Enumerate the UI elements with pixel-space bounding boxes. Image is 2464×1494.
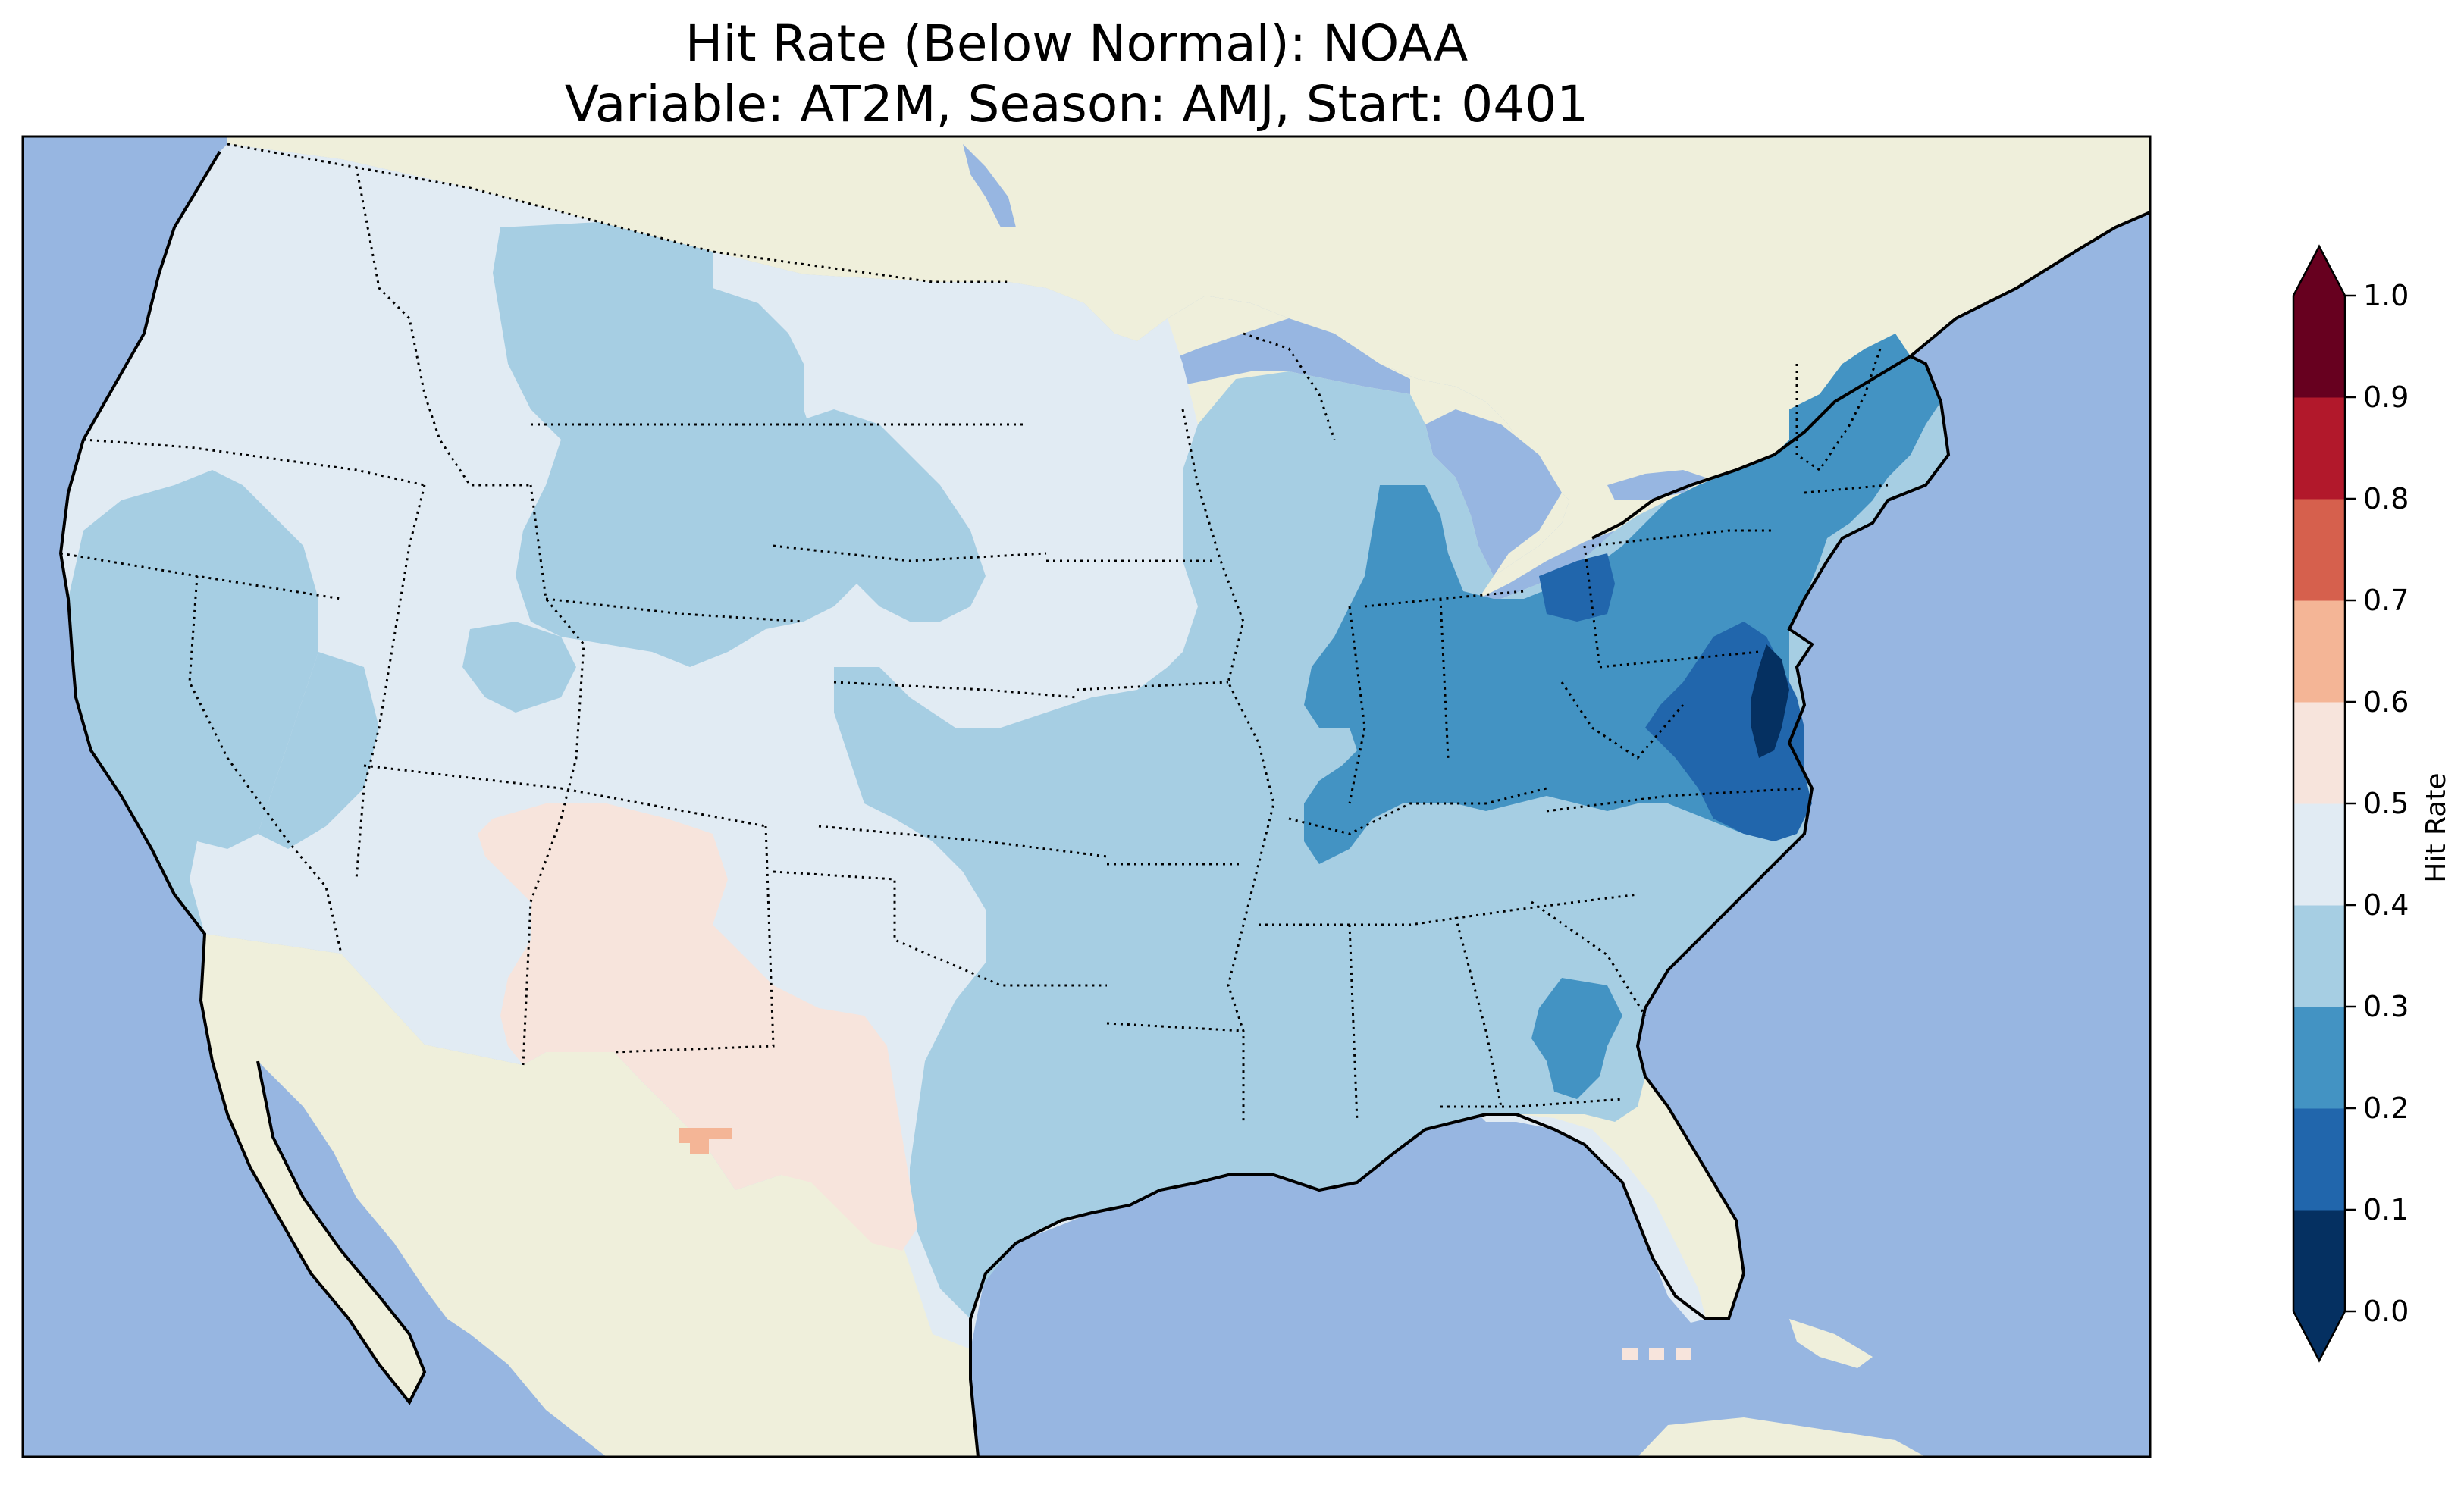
colorbar-bin: [2293, 296, 2345, 398]
lake-erie: [1478, 531, 1615, 599]
border-ms-al: [1348, 924, 1359, 1123]
colorbar-bin: [2293, 702, 2345, 804]
region-nevada-blue: [258, 652, 379, 849]
colorbar-tick-label: 0.1: [2363, 1193, 2409, 1226]
coastline-west: [58, 150, 427, 1405]
title-line-2: Variable: AT2M, Season: AMJ, Start: 0401: [564, 75, 1589, 133]
colorbar-bin: [2293, 499, 2345, 601]
border-ne-ks: [833, 681, 1077, 699]
region-lake-erie-dark: [1539, 553, 1615, 622]
lake-ontario: [1607, 470, 1706, 500]
coastline-st-lawrence: [1591, 211, 2150, 540]
border-ia-mo: [1076, 681, 1229, 691]
colorbar-tick-label: 0.2: [2363, 1092, 2409, 1125]
hit-rate-field: [61, 144, 1948, 1360]
region-georgia-mid: [1531, 978, 1622, 1099]
cuba-land: [1789, 1319, 1873, 1368]
colorbar-tick-label: 0.0: [2363, 1295, 2409, 1328]
border-tn-south: [1259, 893, 1638, 926]
border-new-england: [1795, 348, 1889, 494]
colorbar-bin: [2293, 1108, 2345, 1211]
border-wi-mi: [1243, 332, 1336, 440]
colorbar-tick-label: 0.9: [2363, 381, 2409, 414]
region-southwest-pink: [478, 803, 917, 1251]
colorbar-tick-label: 0.8: [2363, 482, 2409, 515]
border-tx-nm: [613, 825, 775, 1054]
colorbar-label: Hit Rate: [2421, 772, 2452, 882]
colorbar-tick-label: 0.5: [2363, 787, 2409, 820]
coastlines: [58, 150, 2150, 1457]
coastline-gulf: [969, 355, 1951, 1380]
colorbar-bin: [2293, 905, 2345, 1007]
border-co-nm: [363, 764, 766, 828]
colorbar-tick-label: 0.3: [2363, 990, 2409, 1023]
border-ar-la: [1106, 1022, 1244, 1032]
border-id-mt: [355, 166, 531, 487]
border-ohio-river: [1288, 787, 1547, 835]
border-ut-co: [522, 484, 585, 1066]
colorbar-tick-label: 0.7: [2363, 584, 2409, 617]
region-colorado-blue: [462, 622, 576, 713]
border-ga-fl: [1440, 1098, 1623, 1108]
chart-title: Hit Rate (Below Normal): NOAA Variable: …: [0, 14, 2153, 135]
colorbar-extend-min: [2293, 1311, 2345, 1361]
colorbar-bin: [2293, 1007, 2345, 1109]
region-delaware-darkest: [1751, 644, 1789, 758]
border-mississippi: [1181, 409, 1275, 1122]
south-coast-land: [1638, 1417, 1926, 1457]
colorbar-tick-label: 0.6: [2363, 685, 2409, 719]
region-dakotas-blue: [788, 409, 986, 622]
border-nc-va: [1546, 787, 1805, 813]
border-wy-co: [545, 597, 804, 623]
border-pa-ny: [1591, 529, 1774, 547]
title-line-1: Hit Rate (Below Normal): NOAA: [685, 14, 1469, 73]
colorbar-tick-label: 1.0: [2363, 279, 2409, 312]
border-al-ga: [1454, 916, 1503, 1107]
map-frame: [21, 135, 2152, 1458]
border-wv-va: [1560, 681, 1685, 760]
region-keys-pink: [1622, 1348, 1691, 1360]
coastline-mexico: [969, 1379, 980, 1457]
colorbar-bin: [2293, 600, 2345, 703]
colorbar-bin: [2293, 397, 2345, 500]
colorbar-bin: [2293, 1210, 2345, 1312]
colorbar-tick-label: 0.4: [2363, 888, 2409, 922]
mexico-land: [201, 934, 978, 1457]
colorbar-ticks: 0.0 0.1 0.2 0.3 0.4 0.5 0.6 0.7 0.8 0.9 1.0: [2345, 279, 2409, 1328]
region-west-texas-orange: [679, 1128, 732, 1154]
border-ks-ok: [818, 825, 1108, 858]
region-northern-plains-blue: [493, 222, 864, 667]
border-49th-parallel: [227, 143, 1008, 283]
lake-superior: [1160, 318, 1410, 394]
lake-huron: [1425, 409, 1562, 576]
colorbar-extend-max: [2293, 246, 2345, 296]
lake-winnipeg: [963, 144, 1016, 227]
colorbar-bins: [2293, 296, 2345, 1312]
state-borders: [60, 143, 1889, 1123]
colorbar-bin: [2293, 803, 2345, 906]
border-sd-ne: [773, 544, 1047, 562]
